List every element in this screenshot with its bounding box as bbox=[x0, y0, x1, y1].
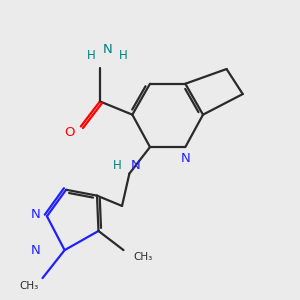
Text: O: O bbox=[64, 126, 74, 139]
Text: N: N bbox=[102, 44, 112, 56]
Text: N: N bbox=[131, 159, 141, 172]
Text: N: N bbox=[30, 244, 40, 256]
Text: H: H bbox=[112, 159, 122, 172]
Text: H: H bbox=[119, 49, 128, 62]
Text: CH₃: CH₃ bbox=[20, 281, 39, 291]
Text: N: N bbox=[181, 152, 190, 165]
Text: CH₃: CH₃ bbox=[133, 253, 152, 262]
Text: N: N bbox=[30, 208, 40, 221]
Text: H: H bbox=[87, 49, 95, 62]
